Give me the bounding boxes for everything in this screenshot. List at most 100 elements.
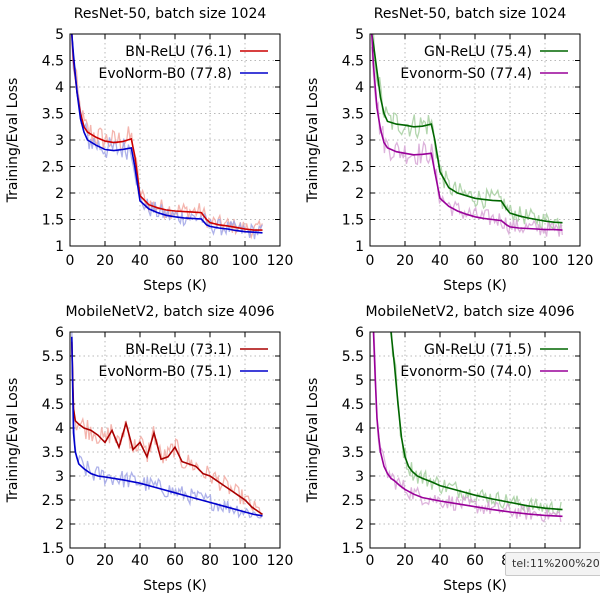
chart-title: MobileNetV2, batch size 4096 [65,304,274,320]
chart-panel-3: MobileNetV2, batch size 4096 0 20 40 60 80 100… [5,304,293,594]
plot-frame [69,331,281,549]
chart-title: ResNet-50, batch size 1024 [74,6,267,22]
chart-panel-4: MobileNetV2, batch size 4096020406080100… [305,304,593,594]
y-tick-label: 2.5 [42,493,64,509]
legend-label: GN-ReLU (75.4) [424,44,532,60]
y-tick-label: 3 [355,469,364,485]
x-tick-label: 60 [166,253,184,269]
x-tick-label: 80 [201,553,219,569]
y-tick-label: 1.5 [342,213,364,229]
x-tick-label: 120 [267,253,294,269]
eval-curve-1 [71,34,263,231]
x-tick-label: 60 [466,553,484,569]
legend: GN-ReLU (71.5) Evonorm-S0 (74.0) [400,342,568,380]
x-tick-label: 40 [431,253,449,269]
eval-curve-1 [390,332,563,511]
y-tick-label: 3 [355,133,364,149]
x-tick-label: 80 [501,253,519,269]
y-tick-label: 3.5 [342,107,364,123]
y-tick-label: 5 [55,27,64,43]
plot-area [71,34,263,240]
y-tick-label: 6 [55,325,64,341]
y-tick-label: 2.5 [342,493,364,509]
x-axis-label: Steps (K) [443,578,507,594]
x-axis-label: Steps (K) [143,578,207,594]
x-tick-label: 100 [232,553,259,569]
x-tick-label: 60 [166,553,184,569]
y-tick-label: 1.5 [42,541,64,557]
plot-frame [369,33,581,247]
y-axis-label: Training/Eval Loss [5,378,21,504]
x-tick-label: 40 [431,553,449,569]
x-tick-label: 40 [131,253,149,269]
y-tick-label: 4 [55,421,64,437]
plot-area [372,332,563,523]
legend: BN-ReLU (76.1) EvoNorm-B0 (77.8) [99,44,268,82]
chart-title: ResNet-50, batch size 1024 [374,6,567,22]
y-tick-label: 1 [55,239,64,255]
y-tick-label: 4.5 [42,397,64,413]
y-tick-label: 5 [355,373,364,389]
legend-label: Evonorm-S0 (77.4) [400,66,532,82]
y-tick-label: 3 [55,133,64,149]
y-tick-label: 3.5 [42,107,64,123]
y-tick-label: 1.5 [342,541,364,557]
y-axis-label: Training/Eval Loss [305,378,321,504]
x-tick-label: 20 [396,553,414,569]
training-curve-1 [71,355,263,519]
y-tick-label: 2 [55,186,64,202]
y-tick-label: 2.5 [42,160,64,176]
y-tick-label: 2 [55,517,64,533]
legend-label: Evonorm-S0 (74.0) [400,364,532,380]
eval-curve-2 [71,34,263,234]
plot-frame [69,33,281,247]
legend-label: BN-ReLU (76.1) [125,44,232,60]
x-tick-label: 20 [396,253,414,269]
y-tick-label: 4.5 [342,54,364,70]
x-tick-label: 0 [66,553,75,569]
y-tick-label: 2 [355,186,364,202]
y-tick-label: 4 [355,421,364,437]
eval-curve-2 [71,336,263,517]
eval-curve-1 [371,34,563,224]
legend: GN-ReLU (75.4) Evonorm-S0 (77.4) [400,44,568,82]
x-tick-label: 120 [267,553,294,569]
x-tick-label: 120 [567,253,594,269]
legend-label: GN-ReLU (71.5) [424,342,532,358]
x-tick-label: 0 [66,253,75,269]
y-tick-label: 1 [355,239,364,255]
x-tick-label: 0 [366,553,375,569]
plot-frame [369,331,581,549]
y-tick-label: 3 [55,469,64,485]
y-axis-label: Training/Eval Loss [305,78,321,204]
plot-area [71,332,263,519]
y-tick-label: 5.5 [42,349,64,365]
y-tick-label: 3.5 [42,445,64,461]
legend-label: EvoNorm-B0 (77.8) [99,66,233,82]
y-tick-label: 4.5 [42,54,64,70]
x-tick-label: 100 [532,253,559,269]
eval-curve-2 [371,34,563,231]
y-tick-label: 5.5 [342,349,364,365]
legend-label: BN-ReLU (73.1) [125,342,232,358]
x-axis-label: Steps (K) [443,278,507,294]
y-axis-label: Training/Eval Loss [5,78,21,204]
training-curve-1 [372,34,563,232]
plot-area [371,34,563,237]
y-tick-label: 5 [55,373,64,389]
x-tick-label: 80 [201,253,219,269]
x-tick-label: 40 [131,553,149,569]
y-tick-label: 5 [355,27,364,43]
y-tick-label: 3.5 [342,445,364,461]
y-tick-label: 4.5 [342,397,364,413]
y-tick-label: 4 [355,80,364,96]
y-tick-label: 2.5 [342,160,364,176]
x-tick-label: 100 [232,253,259,269]
training-curve-2 [71,39,263,240]
training-curve-2 [373,332,562,523]
x-tick-label: 60 [466,253,484,269]
x-tick-label: 20 [96,253,114,269]
